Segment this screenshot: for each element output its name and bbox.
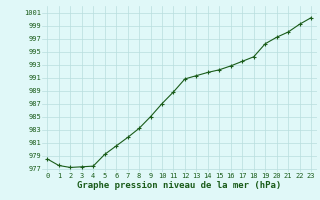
X-axis label: Graphe pression niveau de la mer (hPa): Graphe pression niveau de la mer (hPa) <box>77 181 281 190</box>
